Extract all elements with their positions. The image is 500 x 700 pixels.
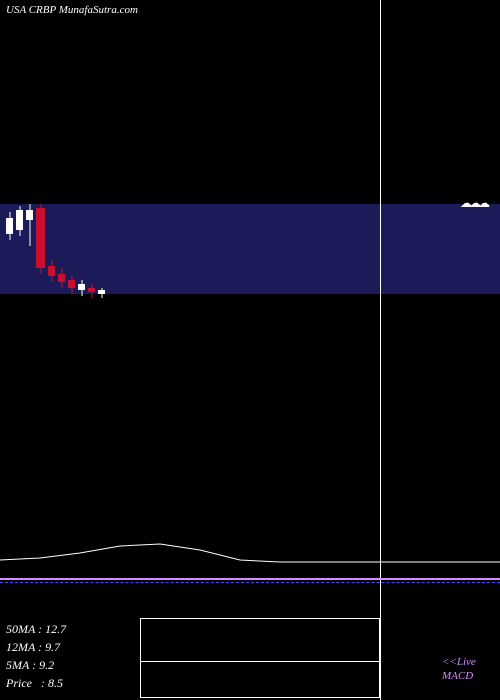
stats-block: 50MA : 12.7 12MA : 9.7 5MA : 9.2 Price :… bbox=[6, 620, 66, 692]
live-label-2: MACD bbox=[442, 670, 473, 682]
candle bbox=[68, 0, 75, 700]
candle bbox=[78, 0, 85, 700]
signal-line bbox=[0, 582, 500, 583]
candle bbox=[48, 0, 55, 700]
stat-price: Price : 8.5 bbox=[6, 674, 66, 692]
stat-5ma: 5MA : 9.2 bbox=[6, 656, 66, 674]
cursor-line bbox=[380, 0, 381, 700]
cloud-icon: ☁☁☁ bbox=[460, 196, 487, 211]
live-label-1: <<Live bbox=[442, 656, 476, 668]
chart-header: USA CRBP MunafaSutra.com bbox=[6, 4, 138, 16]
candle bbox=[36, 0, 45, 700]
indicator-curve bbox=[0, 558, 500, 588]
candle bbox=[16, 0, 23, 700]
price-band bbox=[0, 204, 500, 294]
macd-box-upper bbox=[140, 618, 380, 662]
stat-50ma: 50MA : 12.7 bbox=[6, 620, 66, 638]
stat-12ma: 12MA : 9.7 bbox=[6, 638, 66, 656]
ma-line bbox=[0, 578, 500, 580]
candle bbox=[58, 0, 65, 700]
candle bbox=[26, 0, 33, 700]
candle bbox=[98, 0, 105, 700]
candle bbox=[88, 0, 95, 700]
macd-box-lower bbox=[140, 662, 380, 698]
candle bbox=[6, 0, 13, 700]
stock-chart: USA CRBP MunafaSutra.com ☁☁☁ 50MA : 12.7… bbox=[0, 0, 500, 700]
